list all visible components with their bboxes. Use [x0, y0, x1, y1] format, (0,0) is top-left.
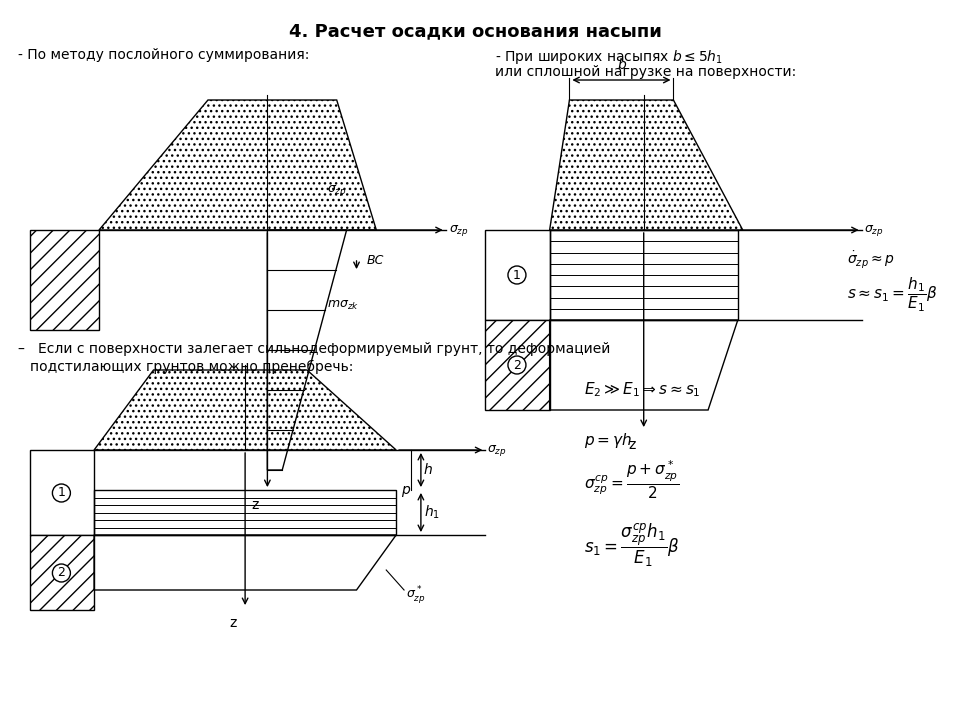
- Polygon shape: [30, 230, 99, 330]
- Text: 2: 2: [513, 359, 521, 372]
- Text: ВС: ВС: [367, 253, 384, 266]
- Text: –   Если с поверхности залегает сильнодеформируемый грунт, то деформацией: – Если с поверхности залегает сильнодефо…: [18, 342, 611, 356]
- Polygon shape: [94, 370, 396, 450]
- Text: 1: 1: [513, 269, 521, 282]
- Text: $\dot{\sigma}_{zp} \approx p$: $\dot{\sigma}_{zp} \approx p$: [847, 250, 895, 271]
- Text: $\sigma^{cp}_{zp} = \dfrac{p + \sigma^*_{zp}}{2}$: $\sigma^{cp}_{zp} = \dfrac{p + \sigma^*_…: [585, 459, 680, 501]
- Text: $h_1$: $h_1$: [424, 504, 440, 521]
- Text: 4. Расчет осадки основания насыпи: 4. Расчет осадки основания насыпи: [289, 22, 661, 40]
- Text: $\sigma_{zp}$: $\sigma_{zp}$: [326, 182, 347, 197]
- Polygon shape: [30, 535, 94, 610]
- Text: $s_1 = \dfrac{\sigma^{cp}_{zp} h_1}{E_1} \beta$: $s_1 = \dfrac{\sigma^{cp}_{zp} h_1}{E_1}…: [585, 521, 680, 569]
- Text: $\sigma_{zp}$: $\sigma_{zp}$: [864, 222, 883, 238]
- Text: p: p: [401, 483, 410, 497]
- Text: $\sigma_{zp}$: $\sigma_{zp}$: [448, 222, 468, 238]
- Text: $s \approx s_1 = \dfrac{h_1}{E_1}\beta$: $s \approx s_1 = \dfrac{h_1}{E_1}\beta$: [847, 276, 937, 314]
- Text: 1: 1: [58, 487, 65, 500]
- Text: или сплошной нагрузке на поверхности:: или сплошной нагрузке на поверхности:: [495, 65, 797, 79]
- Text: 2: 2: [58, 567, 65, 580]
- Text: подстилающих грунтов можно пренебречь:: подстилающих грунтов можно пренебречь:: [30, 360, 353, 374]
- Text: z: z: [628, 438, 636, 452]
- Text: b: b: [617, 58, 626, 72]
- Text: $p = \gamma h$: $p = \gamma h$: [585, 431, 633, 449]
- Text: $m\sigma_{zk}$: $m\sigma_{zk}$: [326, 299, 359, 312]
- Polygon shape: [485, 230, 550, 320]
- Polygon shape: [550, 100, 743, 230]
- Text: h: h: [424, 463, 433, 477]
- Polygon shape: [485, 320, 550, 410]
- Polygon shape: [99, 100, 376, 230]
- Text: $\sigma^*_{zp}$: $\sigma^*_{zp}$: [406, 584, 425, 606]
- Polygon shape: [30, 450, 94, 535]
- Text: $\sigma_{zp}$: $\sigma_{zp}$: [488, 443, 507, 457]
- Text: $E_2 \gg E_1 \Rightarrow s \approx s_1$: $E_2 \gg E_1 \Rightarrow s \approx s_1$: [585, 381, 701, 400]
- Text: z: z: [252, 498, 259, 512]
- Text: z: z: [229, 616, 237, 630]
- Text: - При широких насыпях $b\leq5h_1$: - При широких насыпях $b\leq5h_1$: [495, 48, 723, 66]
- Text: - По методу послойного суммирования:: - По методу послойного суммирования:: [18, 48, 309, 62]
